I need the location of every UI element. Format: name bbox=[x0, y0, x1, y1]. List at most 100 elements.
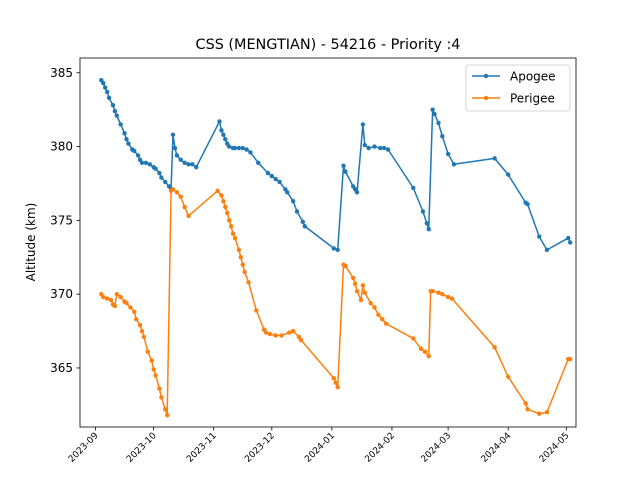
data-point-apogee-67 bbox=[372, 144, 377, 149]
data-point-perigee-84 bbox=[536, 411, 542, 416]
data-point-perigee-85 bbox=[544, 410, 550, 415]
data-point-apogee-2 bbox=[102, 85, 108, 90]
x-tick-label: 2024-05 bbox=[538, 431, 572, 465]
data-point-apogee-84 bbox=[525, 201, 530, 207]
data-point-apogee-46 bbox=[256, 160, 261, 165]
data-point-apogee-76 bbox=[432, 111, 437, 117]
legend-marker-perigee bbox=[483, 95, 489, 101]
legend-marker-apogee bbox=[483, 73, 489, 79]
data-point-apogee-27 bbox=[172, 145, 178, 151]
y-tick-label: 375 bbox=[50, 213, 73, 227]
data-point-perigee-79 bbox=[449, 296, 455, 301]
data-point-apogee-85 bbox=[536, 234, 542, 239]
data-point-perigee-71 bbox=[418, 346, 424, 351]
data-point-apogee-8 bbox=[118, 122, 123, 127]
data-point-apogee-66 bbox=[366, 145, 371, 151]
data-point-apogee-75 bbox=[430, 107, 435, 112]
data-point-apogee-56 bbox=[302, 224, 307, 229]
data-point-apogee-79 bbox=[445, 151, 451, 157]
data-point-perigee-60 bbox=[352, 281, 358, 287]
data-point-perigee-61 bbox=[354, 289, 360, 294]
data-point-apogee-5 bbox=[110, 103, 116, 108]
data-point-perigee-19 bbox=[153, 373, 158, 378]
data-point-apogee-47 bbox=[265, 170, 271, 176]
data-point-perigee-20 bbox=[157, 386, 162, 391]
data-point-perigee-76 bbox=[436, 290, 441, 295]
data-point-apogee-44 bbox=[244, 147, 249, 152]
data-point-perigee-27 bbox=[178, 194, 183, 199]
data-point-perigee-30 bbox=[215, 188, 220, 194]
data-point-apogee-33 bbox=[194, 165, 199, 170]
data-point-perigee-26 bbox=[174, 190, 180, 195]
data-point-perigee-14 bbox=[139, 328, 145, 334]
plot-area bbox=[99, 77, 573, 418]
data-point-apogee-82 bbox=[505, 172, 511, 177]
data-point-apogee-68 bbox=[378, 145, 383, 151]
data-point-apogee-23 bbox=[163, 179, 168, 185]
data-point-perigee-39 bbox=[236, 247, 242, 253]
data-point-perigee-58 bbox=[343, 263, 348, 269]
data-point-apogee-14 bbox=[135, 153, 141, 158]
data-point-apogee-48 bbox=[269, 173, 275, 179]
data-point-perigee-2 bbox=[104, 296, 110, 301]
data-point-apogee-88 bbox=[567, 240, 573, 245]
data-point-perigee-64 bbox=[362, 290, 368, 295]
data-point-perigee-51 bbox=[290, 328, 296, 334]
x-tick-label: 2023-12 bbox=[243, 431, 277, 465]
data-point-apogee-64 bbox=[360, 122, 366, 127]
data-point-perigee-77 bbox=[440, 291, 445, 297]
data-point-apogee-28 bbox=[174, 153, 180, 158]
data-point-perigee-44 bbox=[254, 308, 259, 313]
legend: Apogee Perigee bbox=[465, 64, 571, 112]
data-point-apogee-20 bbox=[153, 166, 158, 171]
data-point-apogee-13 bbox=[132, 148, 137, 154]
data-point-perigee-75 bbox=[430, 289, 435, 294]
data-point-apogee-69 bbox=[381, 145, 387, 151]
data-point-perigee-80 bbox=[492, 345, 497, 350]
data-point-apogee-57 bbox=[331, 246, 337, 251]
data-point-perigee-42 bbox=[242, 269, 247, 275]
x-tick-label: 2023-11 bbox=[185, 431, 219, 465]
data-point-apogee-16 bbox=[139, 160, 145, 165]
data-point-apogee-42 bbox=[236, 145, 242, 151]
data-point-apogee-43 bbox=[240, 145, 245, 151]
data-point-perigee-81 bbox=[505, 374, 511, 380]
data-point-perigee-25 bbox=[170, 187, 176, 192]
data-point-apogee-49 bbox=[273, 176, 278, 182]
plot-frame bbox=[79, 57, 577, 428]
data-point-perigee-43 bbox=[246, 280, 251, 285]
data-point-perigee-6 bbox=[114, 291, 120, 297]
data-point-apogee-32 bbox=[190, 162, 195, 167]
data-point-apogee-52 bbox=[285, 190, 290, 195]
data-point-perigee-18 bbox=[151, 367, 156, 372]
data-point-apogee-7 bbox=[114, 113, 120, 118]
data-point-perigee-46 bbox=[263, 330, 269, 335]
data-point-perigee-50 bbox=[287, 330, 292, 335]
data-point-perigee-62 bbox=[358, 297, 364, 303]
data-point-apogee-22 bbox=[159, 175, 164, 180]
data-point-apogee-59 bbox=[341, 163, 346, 168]
data-point-perigee-7 bbox=[118, 294, 123, 300]
data-point-perigee-41 bbox=[240, 262, 245, 267]
data-point-perigee-87 bbox=[567, 356, 573, 362]
data-point-apogee-17 bbox=[143, 160, 149, 165]
y-axis-label: Altitude (km) bbox=[24, 203, 38, 282]
data-point-perigee-54 bbox=[331, 376, 337, 381]
data-point-apogee-35 bbox=[219, 128, 224, 133]
data-point-apogee-65 bbox=[362, 142, 368, 148]
data-point-apogee-37 bbox=[223, 136, 228, 142]
data-point-perigee-59 bbox=[350, 275, 356, 281]
data-point-perigee-33 bbox=[223, 204, 228, 210]
data-point-apogee-87 bbox=[566, 235, 571, 241]
legend-label-apogee: Apogee bbox=[510, 70, 556, 84]
data-point-perigee-37 bbox=[230, 231, 236, 236]
data-point-perigee-10 bbox=[128, 305, 133, 310]
data-point-apogee-31 bbox=[186, 162, 191, 167]
data-point-perigee-31 bbox=[219, 193, 224, 198]
data-point-perigee-53 bbox=[298, 337, 304, 343]
x-tick-label: 2024-02 bbox=[363, 431, 397, 465]
data-point-perigee-70 bbox=[411, 336, 416, 341]
data-point-perigee-66 bbox=[372, 305, 377, 310]
